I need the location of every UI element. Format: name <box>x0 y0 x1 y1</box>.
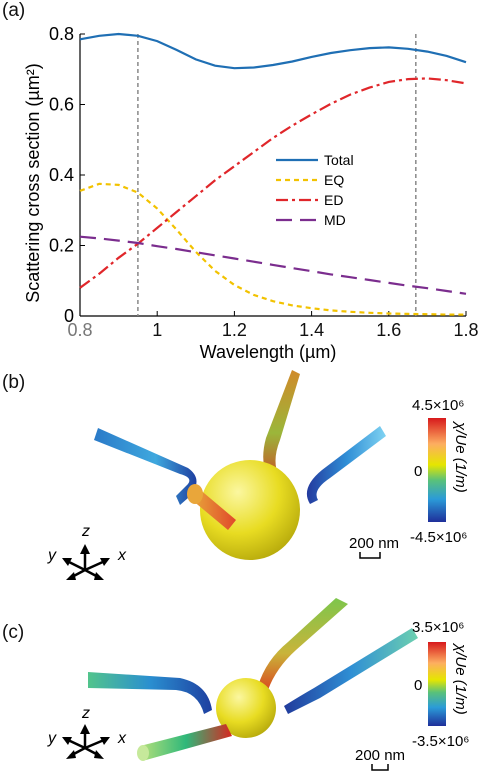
series-line-eq <box>79 182 466 316</box>
tube-front <box>192 488 236 530</box>
y-tick-label: 0.2 <box>49 236 74 256</box>
series-line-total <box>79 32 467 70</box>
axes-icon-b <box>62 544 110 580</box>
chart-axes: 0.8 1 1.2 1.4 1.6 1.8 0 0.2 0.4 0.6 0.8 <box>49 24 479 340</box>
x-axis-label: Wavelength (µm) <box>200 342 337 362</box>
nanosphere-b <box>200 460 300 560</box>
colorbar-mid-b: 0 <box>414 463 422 480</box>
panel-label-b: (b) <box>2 372 26 393</box>
axis-x-label-b: x <box>117 547 127 564</box>
field-illustration-b: z y x 200 nm 4.5×10⁶ 0 -4.5×10⁶ χ/Ue (1/… <box>47 370 469 580</box>
tube-c-front-tip <box>137 745 149 761</box>
colorbar-label-b: χ/Ue (1/m) <box>452 420 469 493</box>
field-illustration-c: z y x 200 nm 3.5×10⁶ 0 -3.5×10⁶ χ/Ue (1/… <box>47 598 469 771</box>
tube-left <box>94 428 197 505</box>
scale-bar-c <box>371 764 389 771</box>
tube-c-front <box>140 724 232 760</box>
colorbar-mid-c: 0 <box>414 677 422 694</box>
legend-label-ed: ED <box>324 192 343 208</box>
y-tick-label: 0.4 <box>49 165 74 185</box>
tube-right <box>306 426 386 504</box>
y-axis-label: Scattering cross section (µm²) <box>23 63 43 302</box>
y-tick-label: 0.8 <box>49 24 74 44</box>
tube-top <box>263 370 300 496</box>
tube-c-right <box>284 628 418 714</box>
colorbar-c <box>428 642 446 726</box>
axis-x-label-c: x <box>117 730 127 747</box>
legend-label-md: MD <box>324 212 346 228</box>
axis-z-label-b: z <box>81 523 90 540</box>
x-tick-label: 1.4 <box>299 320 324 340</box>
chart-vlines <box>137 34 417 316</box>
scale-bar-label-c: 200 nm <box>355 747 405 764</box>
nanosphere-c <box>216 678 276 738</box>
tube-c-top <box>258 598 348 690</box>
series-line-ed <box>79 77 467 289</box>
legend-label-eq: EQ <box>324 172 344 188</box>
x-tick-label: 1.2 <box>222 320 247 340</box>
x-tick-label: 0.8 <box>67 320 92 340</box>
axis-y-label-b: y <box>47 547 57 564</box>
tube-front-tip <box>187 484 203 504</box>
axis-y-label-c: y <box>47 730 57 747</box>
y-tick-label: 0.6 <box>49 95 74 115</box>
x-tick-label: 1.6 <box>376 320 401 340</box>
colorbar-min-b: -4.5×10⁶ <box>410 529 467 546</box>
colorbar-max-c: 3.5×10⁶ <box>412 619 464 636</box>
tube-c-left <box>88 672 212 714</box>
chart-series <box>79 32 467 316</box>
axes-icon-c <box>62 724 110 759</box>
colorbar-max-b: 4.5×10⁶ <box>412 397 464 414</box>
series-line-md <box>79 235 467 295</box>
colorbar-b <box>428 418 446 522</box>
panel-label-a: (a) <box>2 0 26 21</box>
colorbar-label-c: χ/Ue (1/m) <box>452 642 469 715</box>
y-tick-label: 0 <box>64 306 74 326</box>
scale-bar-label-b: 200 nm <box>349 535 399 552</box>
scale-bar-b <box>359 552 381 559</box>
axis-z-label-c: z <box>81 705 90 722</box>
scattering-chart: 0.8 1 1.2 1.4 1.6 1.8 0 0.2 0.4 0.6 0.8 Total EQ ED M… <box>23 24 479 362</box>
chart-legend: Total EQ ED MD <box>276 152 354 228</box>
panel-label-c: (c) <box>2 622 25 643</box>
x-tick-label: 1.8 <box>453 320 478 340</box>
colorbar-min-c: -3.5×10⁶ <box>412 733 469 750</box>
x-tick-label: 1 <box>152 320 162 340</box>
legend-label-total: Total <box>324 152 354 168</box>
